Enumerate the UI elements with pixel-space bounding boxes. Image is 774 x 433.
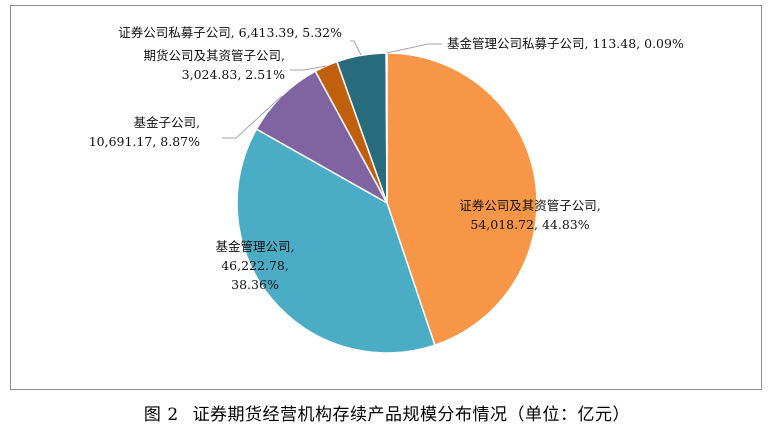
leader-line bbox=[386, 43, 442, 54]
chart-frame bbox=[10, 5, 762, 390]
pie-slice bbox=[255, 70, 389, 205]
data-label: 基金管理公司, 46,222.78, 38.36% bbox=[216, 239, 295, 292]
data-label: 证券公司及其资管子公司, 54,018.72, 44.83% bbox=[459, 198, 600, 232]
figure-title: 证券期货经营机构存续产品规模分布情况（单位：亿元） bbox=[192, 405, 631, 425]
data-label: 基金管理公司私募子公司, 113.48, 0.09% bbox=[447, 36, 684, 51]
leader-line bbox=[222, 95, 283, 139]
data-label: 基金子公司, 10,691.17, 8.87% bbox=[89, 115, 200, 149]
data-label: 期货公司及其资管子公司, 3,024.83, 2.51% bbox=[144, 48, 286, 82]
pie-slice bbox=[385, 52, 388, 204]
leader-line bbox=[350, 40, 362, 56]
figure-number: 图 2 bbox=[143, 405, 179, 425]
pie-chart: 证券公司及其资管子公司, 54,018.72, 44.83% 基金管理公司, 46,2… bbox=[89, 25, 684, 354]
figure-caption: 图 2 证券期货经营机构存续产品规模分布情况（单位：亿元） bbox=[0, 400, 774, 425]
leader-line bbox=[290, 65, 327, 71]
pie-slice bbox=[236, 128, 436, 354]
pie-slice bbox=[386, 52, 538, 347]
data-label: 证券公司私募子公司, 6,413.39, 5.32% bbox=[118, 25, 342, 40]
